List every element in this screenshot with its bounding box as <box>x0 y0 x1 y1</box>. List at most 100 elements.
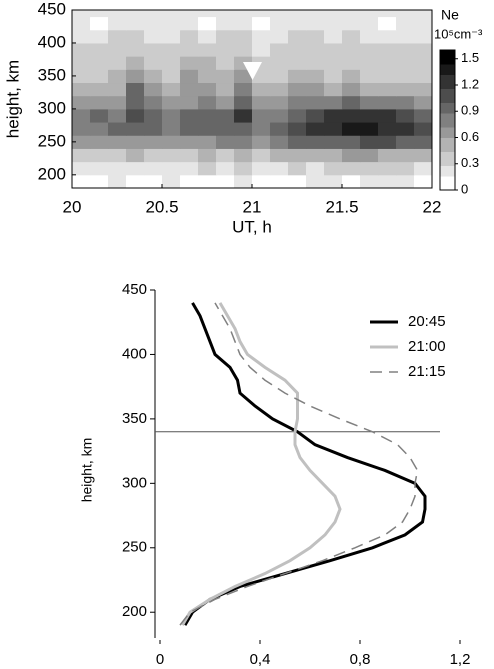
cell <box>324 69 343 84</box>
cell <box>252 42 271 57</box>
cell <box>396 10 415 18</box>
series-line <box>179 302 419 626</box>
colorbar-band <box>440 158 455 163</box>
cell <box>108 122 127 136</box>
cell <box>342 108 361 123</box>
cell <box>216 161 235 176</box>
cell <box>342 10 361 18</box>
cell <box>234 16 253 31</box>
cell <box>90 108 109 123</box>
x-tick-label: 0,8 <box>350 651 371 668</box>
cell <box>126 82 145 97</box>
series-line <box>181 302 342 626</box>
colorbar-band <box>440 71 455 75</box>
cell <box>378 148 397 163</box>
cell <box>288 108 307 123</box>
cell <box>378 42 397 57</box>
cell <box>270 69 289 84</box>
cell <box>342 122 361 136</box>
cell <box>216 174 235 188</box>
y-tick-label: 400 <box>38 32 66 51</box>
cell <box>342 135 361 149</box>
cell <box>162 148 181 163</box>
cell <box>180 108 199 123</box>
cell <box>144 161 163 176</box>
cell <box>198 174 217 188</box>
cell <box>198 69 217 84</box>
cell <box>414 135 432 149</box>
cell <box>414 82 432 97</box>
cell <box>306 69 325 84</box>
cell <box>144 108 163 123</box>
cell <box>72 95 91 110</box>
cell <box>342 161 361 176</box>
cell <box>198 82 217 97</box>
cell <box>306 95 325 110</box>
colorbar-unit: 10⁵cm⁻³ <box>434 26 483 41</box>
cell <box>270 82 289 97</box>
colorbar-band <box>440 99 455 103</box>
cell <box>180 69 199 84</box>
cell <box>72 148 91 163</box>
cell <box>198 122 217 136</box>
legend-label: 21:15 <box>408 363 446 380</box>
cell <box>90 29 109 44</box>
colorbar-title: Ne <box>441 7 459 23</box>
cell <box>252 69 271 84</box>
cell <box>414 148 432 163</box>
colorbar-band <box>440 151 455 156</box>
cell <box>252 29 271 44</box>
cell <box>234 29 253 44</box>
colorbar-band <box>440 186 455 191</box>
cell <box>72 161 91 176</box>
cell <box>342 148 361 163</box>
cell <box>306 29 325 44</box>
cell <box>378 122 397 136</box>
cell <box>324 10 343 18</box>
cell <box>396 16 415 31</box>
cell <box>126 174 145 188</box>
cell <box>126 10 145 18</box>
cell <box>360 161 379 176</box>
cell <box>270 135 289 149</box>
colorbar-band <box>440 176 455 180</box>
cell <box>288 95 307 110</box>
colorbar-band <box>440 116 455 121</box>
cell <box>144 122 163 136</box>
cell <box>288 148 307 163</box>
x-axis-label: UT, h <box>232 217 272 236</box>
cell <box>72 69 91 84</box>
cell <box>162 108 181 123</box>
cell <box>252 82 271 97</box>
cell <box>252 10 271 18</box>
cell <box>198 95 217 110</box>
colorbar-band <box>440 127 455 131</box>
legend-label: 21:00 <box>408 338 446 355</box>
cell <box>288 122 307 136</box>
colorbar-tick-label: 0 <box>461 181 468 196</box>
cell <box>144 135 163 149</box>
cell <box>72 82 91 97</box>
cell <box>378 161 397 176</box>
cell <box>126 42 145 57</box>
cell <box>306 108 325 123</box>
cell <box>288 16 307 31</box>
colorbar-band <box>440 144 455 149</box>
cell <box>126 16 145 31</box>
cell <box>108 82 127 97</box>
cell <box>72 42 91 57</box>
y-tick-label: 400 <box>122 345 147 362</box>
x-tick-label: 22 <box>423 197 442 216</box>
cell <box>108 108 127 123</box>
x-tick-label: 20.5 <box>145 197 178 216</box>
cell <box>270 174 289 188</box>
cell <box>162 69 181 84</box>
cell <box>324 56 343 70</box>
colorbar-band <box>440 85 455 89</box>
cell <box>144 56 163 70</box>
cell <box>342 69 361 84</box>
cell <box>288 161 307 176</box>
colorbar-band <box>440 155 455 159</box>
y-tick-label: 350 <box>38 65 66 84</box>
cell <box>270 108 289 123</box>
